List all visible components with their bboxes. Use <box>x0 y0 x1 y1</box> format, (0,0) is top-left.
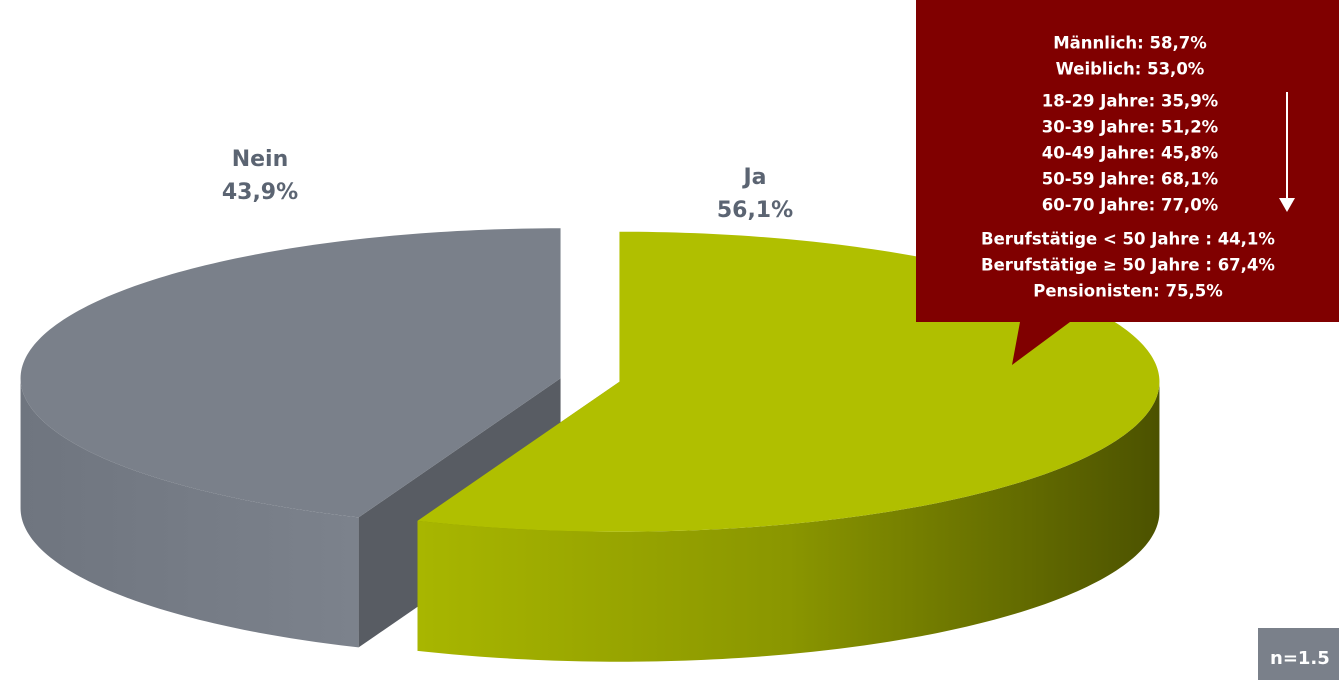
note: n=1.5 <box>1270 648 1330 669</box>
slice-wall <box>417 381 1160 662</box>
category-label: Ja <box>741 165 766 190</box>
annotation: 30-39 Jahre: 51,2% <box>1042 118 1219 137</box>
annotation: Weiblich: 53,0% <box>1056 60 1205 79</box>
annotation: Pensionisten: 75,5% <box>1033 282 1223 301</box>
annotations: Männlich: 58,7% Weiblich: 53,0% 18-29 Jahr… <box>981 34 1275 301</box>
slice <box>20 228 561 518</box>
annotation: Männlich: 58,7% <box>1053 34 1207 53</box>
callout: Männlich: 58,7% Weiblich: 53,0% 18-29 Jahr… <box>916 0 1339 365</box>
category-label: Nein <box>232 147 289 172</box>
value-label: 43,9% <box>222 180 298 205</box>
annotation: 18-29 Jahre: 35,9% <box>1042 92 1219 111</box>
annotation: Berufstätige ≥ 50 Jahre : 67,4% <box>981 256 1275 275</box>
annotation: 50-59 Jahre: 68,1% <box>1042 170 1219 189</box>
pie <box>20 228 1160 662</box>
slice-labels: Nein 43,9% Ja 56,1% <box>222 147 793 223</box>
annotation: 40-49 Jahre: 45,8% <box>1042 144 1219 163</box>
note-box <box>1258 628 1339 680</box>
annotation: Berufstätige < 50 Jahre : 44,1% <box>981 230 1275 249</box>
callout-box <box>916 0 1339 365</box>
value-label: 56,1% <box>717 198 793 223</box>
slice-wall <box>20 378 359 648</box>
arrow-head <box>1279 198 1295 212</box>
annotation: 60-70 Jahre: 77,0% <box>1042 196 1219 215</box>
